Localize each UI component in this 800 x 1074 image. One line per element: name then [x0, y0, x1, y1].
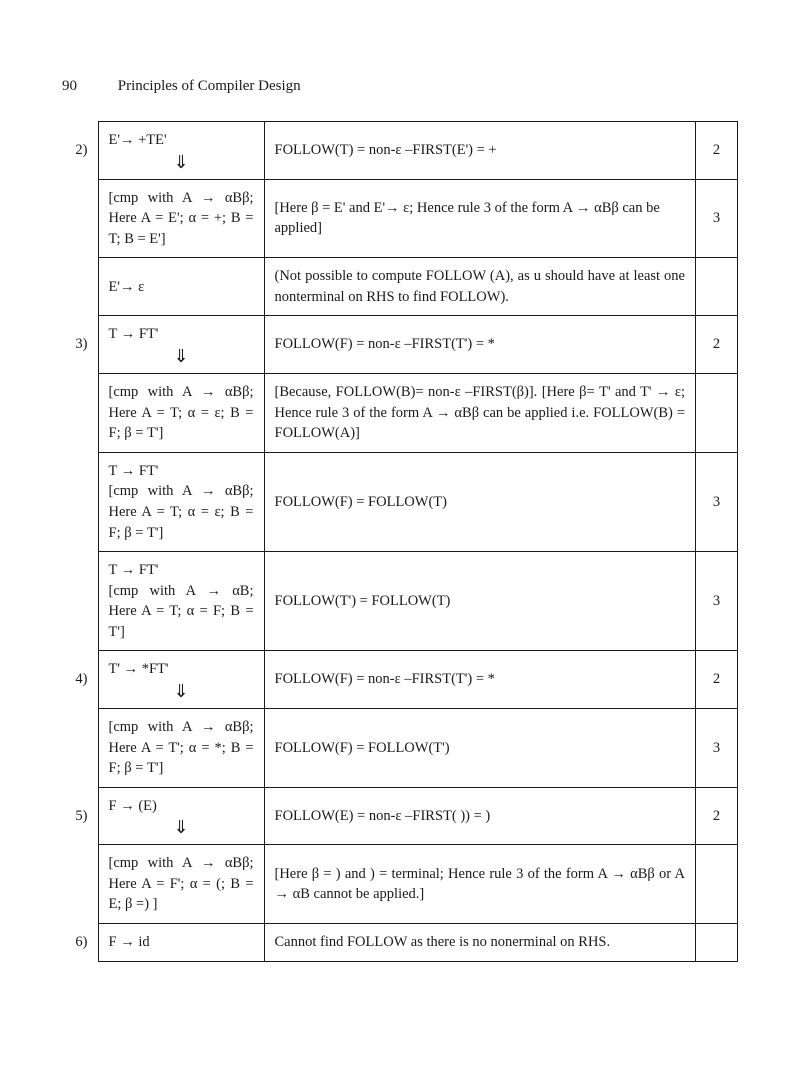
table-row: 6)F → idCannot find FOLLOW as there is n…: [62, 924, 738, 962]
row-index: 6): [62, 924, 98, 962]
table-row: [cmp with A → αBβ; Here A = F'; α = (; B…: [62, 845, 738, 924]
table-row: [cmp with A → αBβ; Here A = T; α = ε; B …: [62, 374, 738, 453]
rule-number: 2: [696, 316, 738, 374]
production-cell: T → FT'⇓: [98, 316, 264, 374]
page-number: 90: [62, 78, 114, 95]
production-cell: F → id: [98, 924, 264, 962]
production-cell: E'→ ε: [98, 258, 264, 316]
table-row: 4)T' → *FT'⇓FOLLOW(F) = non-ε –FIRST(T')…: [62, 651, 738, 709]
rule-number: 3: [696, 552, 738, 651]
production-cell: [cmp with A → αBβ; Here A = E'; α = +; B…: [98, 179, 264, 258]
description-cell: [Because, FOLLOW(B)= non-ε –FIRST(β)]. […: [264, 374, 696, 453]
down-arrow-icon: ⇓: [109, 347, 254, 365]
production-cell: T → FT'[cmp with A → αB; Here A = T; α =…: [98, 552, 264, 651]
description-cell: FOLLOW(E) = non-ε –FIRST( )) = ): [264, 787, 696, 845]
row-index: [62, 552, 98, 651]
production-cell: F → (E)⇓: [98, 787, 264, 845]
rule-number: 2: [696, 787, 738, 845]
description-cell: FOLLOW(F) = non-ε –FIRST(T') = *: [264, 316, 696, 374]
row-index: [62, 452, 98, 551]
table-row: T → FT'[cmp with A → αB; Here A = T; α =…: [62, 552, 738, 651]
rule-number: 2: [696, 122, 738, 180]
description-cell: Cannot find FOLLOW as there is no nonerm…: [264, 924, 696, 962]
production-cell: [cmp with A → αBβ; Here A = T; α = ε; B …: [98, 374, 264, 453]
table-row: T → FT'[cmp with A → αBβ; Here A = T; α …: [62, 452, 738, 551]
row-index: 5): [62, 787, 98, 845]
description-cell: [Here β = ) and ) = terminal; Hence rule…: [264, 845, 696, 924]
rule-number: 3: [696, 708, 738, 787]
table-row: 2)E'→ +TE'⇓FOLLOW(T) = non-ε –FIRST(E') …: [62, 122, 738, 180]
row-index: [62, 258, 98, 316]
rule-number: [696, 924, 738, 962]
row-index: 3): [62, 316, 98, 374]
production-cell: [cmp with A → αBβ; Here A = T'; α = *; B…: [98, 708, 264, 787]
rule-number: [696, 374, 738, 453]
down-arrow-icon: ⇓: [109, 682, 254, 700]
description-cell: FOLLOW(F) = FOLLOW(T'): [264, 708, 696, 787]
description-cell: FOLLOW(F) = FOLLOW(T): [264, 452, 696, 551]
rule-number: [696, 258, 738, 316]
rule-number: [696, 845, 738, 924]
page-title: Principles of Compiler Design: [118, 78, 301, 94]
production-cell: T → FT'[cmp with A → αBβ; Here A = T; α …: [98, 452, 264, 551]
down-arrow-icon: ⇓: [109, 818, 254, 836]
follow-table: 2)E'→ +TE'⇓FOLLOW(T) = non-ε –FIRST(E') …: [62, 121, 738, 962]
rule-number: 3: [696, 179, 738, 258]
table-row: 5)F → (E)⇓FOLLOW(E) = non-ε –FIRST( )) =…: [62, 787, 738, 845]
description-cell: FOLLOW(T) = non-ε –FIRST(E') = +: [264, 122, 696, 180]
down-arrow-icon: ⇓: [109, 153, 254, 171]
table-row: [cmp with A → αBβ; Here A = E'; α = +; B…: [62, 179, 738, 258]
page-header: 90 Principles of Compiler Design: [62, 78, 738, 95]
production-cell: T' → *FT'⇓: [98, 651, 264, 709]
table-row: 3)T → FT'⇓FOLLOW(F) = non-ε –FIRST(T') =…: [62, 316, 738, 374]
table-row: E'→ ε(Not possible to compute FOLLOW (A)…: [62, 258, 738, 316]
description-cell: (Not possible to compute FOLLOW (A), as …: [264, 258, 696, 316]
row-index: [62, 374, 98, 453]
row-index: [62, 708, 98, 787]
row-index: [62, 845, 98, 924]
rule-number: 2: [696, 651, 738, 709]
description-cell: [Here β = E' and E'→ ε; Hence rule 3 of …: [264, 179, 696, 258]
row-index: 4): [62, 651, 98, 709]
row-index: 2): [62, 122, 98, 180]
rule-number: 3: [696, 452, 738, 551]
description-cell: FOLLOW(F) = non-ε –FIRST(T') = *: [264, 651, 696, 709]
page: 90 Principles of Compiler Design 2)E'→ +…: [0, 0, 800, 1074]
table-row: [cmp with A → αBβ; Here A = T'; α = *; B…: [62, 708, 738, 787]
row-index: [62, 179, 98, 258]
production-cell: E'→ +TE'⇓: [98, 122, 264, 180]
description-cell: FOLLOW(T') = FOLLOW(T): [264, 552, 696, 651]
production-cell: [cmp with A → αBβ; Here A = F'; α = (; B…: [98, 845, 264, 924]
